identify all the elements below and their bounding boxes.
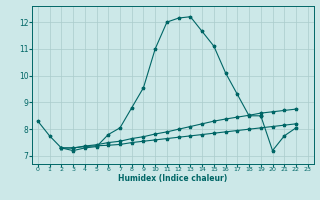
X-axis label: Humidex (Indice chaleur): Humidex (Indice chaleur) [118, 174, 228, 183]
